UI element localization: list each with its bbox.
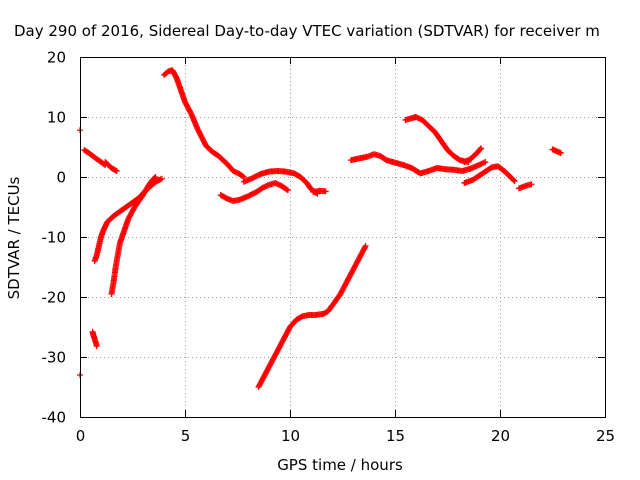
data-point — [113, 168, 120, 174]
y-tick-labels: -40 -30 -20 -10 0 10 20 — [42, 49, 67, 427]
y-axis-label: SDTVAR / TECUs — [5, 176, 23, 299]
series-arc-16 — [461, 163, 518, 186]
series-arc-13 — [347, 151, 489, 177]
series-arc-17 — [515, 181, 535, 192]
grid-lines — [80, 57, 605, 417]
plot-frame — [80, 57, 606, 418]
series-arc-7 — [108, 174, 159, 297]
x-tick-label: 20 — [491, 427, 510, 445]
chart-title: Day 290 of 2016, Sidereal Day-to-day VTE… — [14, 22, 600, 40]
y-tick-label: 0 — [56, 169, 66, 187]
data-point — [322, 188, 329, 195]
series-arc-12 — [255, 243, 369, 390]
y-tick-label: -30 — [42, 349, 67, 367]
series-arc-4 — [102, 159, 120, 174]
data-point — [283, 186, 290, 193]
data-point — [151, 174, 158, 181]
series-arc-11 — [310, 187, 329, 195]
series-arc-15 — [461, 145, 485, 165]
y-tick-label: 10 — [47, 109, 66, 127]
series-arc-9 — [217, 180, 291, 204]
series-arc-14 — [402, 114, 472, 165]
y-tick-label: 20 — [47, 49, 66, 67]
y-tick-label: -10 — [42, 229, 67, 247]
data-point — [482, 159, 489, 165]
x-tick-label: 0 — [76, 427, 86, 445]
data-point — [557, 150, 564, 156]
y-tick-label: -40 — [42, 409, 67, 427]
data-point — [477, 146, 484, 153]
data-point — [362, 243, 369, 249]
data-point — [511, 178, 518, 185]
x-tick-label: 15 — [386, 427, 405, 445]
data-point — [239, 173, 246, 180]
data-point — [152, 174, 159, 180]
x-tick-label: 5 — [181, 427, 191, 445]
y-tick-label: -20 — [42, 289, 67, 307]
x-tick-labels: 0 5 10 15 20 25 — [76, 427, 615, 445]
series-arc-18 — [549, 146, 564, 156]
data-point — [158, 175, 165, 182]
data-point — [528, 181, 535, 188]
data-marks — [77, 67, 564, 390]
data-point — [361, 244, 368, 251]
series-arc-3 — [81, 147, 109, 168]
x-tick-label: 10 — [281, 427, 300, 445]
series-arc-8 — [161, 67, 247, 180]
data-point — [284, 187, 291, 194]
data-point — [478, 145, 485, 152]
x-axis-label: GPS time / hours — [277, 456, 403, 474]
axis-ticks — [80, 57, 606, 418]
data-point — [510, 177, 517, 184]
x-tick-label: 25 — [596, 427, 615, 445]
series-arc-5 — [89, 328, 100, 350]
data-point — [93, 343, 100, 350]
